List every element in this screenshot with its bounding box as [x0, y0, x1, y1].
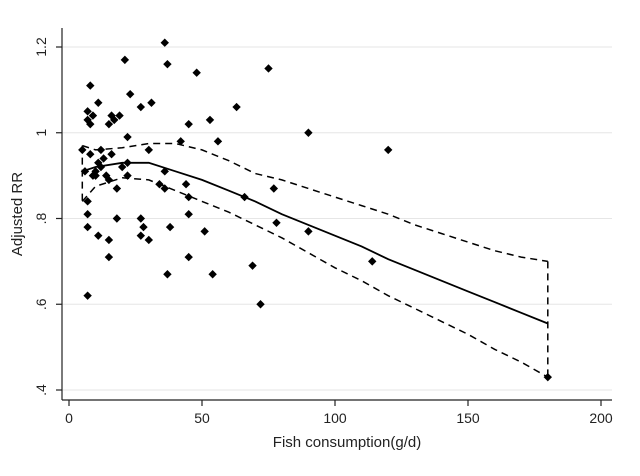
chart-confidence-bands	[81, 142, 549, 378]
data-point	[120, 55, 130, 65]
data-point	[123, 171, 132, 180]
x-tick-label: 200	[589, 410, 613, 426]
chart-fit-lines	[82, 161, 549, 325]
data-point	[80, 167, 90, 176]
data-point	[144, 145, 153, 155]
data-point	[99, 154, 108, 163]
data-point	[184, 210, 193, 219]
data-point	[83, 222, 92, 232]
y-tick-label: 1	[33, 129, 49, 137]
data-point	[110, 115, 119, 125]
data-point	[384, 145, 393, 155]
data-point	[176, 137, 185, 146]
x-tick-label: 0	[65, 410, 73, 426]
data-point	[368, 257, 377, 266]
data-point	[112, 184, 122, 193]
data-point	[184, 192, 193, 202]
data-point	[83, 291, 92, 300]
data-point	[83, 115, 92, 125]
data-point	[163, 270, 172, 279]
data-point	[205, 115, 215, 125]
y-axis-title: Adjusted RR	[9, 172, 26, 256]
y-axis-ticks: .4 .6 .8 1 1.2	[33, 37, 62, 396]
data-point	[123, 132, 132, 142]
data-point	[184, 252, 193, 262]
data-point	[112, 214, 122, 223]
data-point	[160, 38, 169, 47]
data-point	[200, 227, 209, 236]
data-point	[88, 111, 98, 120]
data-point	[107, 111, 116, 120]
x-axis-title: Fish consumption(g/d)	[273, 434, 421, 451]
data-point	[192, 68, 201, 77]
data-point	[543, 372, 552, 382]
data-point	[83, 197, 92, 206]
data-point	[104, 119, 114, 129]
chart-points	[78, 38, 552, 382]
data-point	[86, 119, 95, 129]
x-tick-label: 50	[194, 410, 210, 426]
y-tick-label: .8	[33, 212, 49, 224]
data-point	[136, 214, 146, 223]
data-point	[184, 119, 193, 129]
data-point	[256, 300, 265, 309]
data-point	[304, 227, 313, 236]
y-tick-label: .4	[33, 384, 49, 396]
data-point	[91, 167, 100, 176]
data-point	[232, 102, 241, 112]
chart-gridlines	[62, 46, 612, 391]
data-point	[96, 145, 106, 155]
data-point	[264, 64, 273, 73]
data-point	[104, 235, 114, 245]
data-point	[208, 270, 217, 279]
data-point	[96, 162, 106, 172]
data-point	[83, 210, 92, 219]
y-tick-label: 1.2	[33, 37, 49, 57]
data-point	[83, 107, 92, 116]
data-point	[240, 192, 249, 202]
data-point	[269, 184, 279, 193]
data-point	[136, 231, 146, 240]
data-point	[91, 171, 100, 180]
x-tick-label: 150	[456, 410, 480, 426]
data-point	[86, 149, 95, 159]
data-point	[86, 81, 95, 90]
y-tick-label: .6	[33, 298, 49, 310]
data-point	[94, 231, 103, 240]
data-point	[155, 180, 164, 189]
data-point	[123, 158, 132, 167]
data-point	[147, 98, 156, 107]
data-point	[181, 180, 191, 189]
x-axis-ticks: 0 50 100 150 200	[65, 400, 613, 426]
data-point	[163, 59, 172, 69]
data-point	[104, 252, 114, 262]
data-point	[160, 167, 169, 176]
fitted-line	[82, 161, 549, 325]
data-point	[102, 171, 111, 180]
data-point	[118, 162, 127, 172]
data-point	[304, 128, 313, 137]
data-point	[78, 145, 87, 155]
data-point	[94, 98, 103, 107]
data-point	[104, 175, 114, 185]
data-point	[144, 235, 153, 245]
data-point	[248, 261, 257, 270]
confidence-bound-line	[81, 177, 549, 378]
confidence-bound-line	[82, 142, 548, 263]
data-point	[125, 89, 135, 99]
data-point	[136, 102, 146, 112]
x-tick-label: 100	[323, 410, 347, 426]
chart-axes	[61, 28, 612, 401]
data-point	[107, 149, 116, 159]
data-point	[115, 111, 124, 120]
data-point	[139, 222, 148, 232]
data-point	[160, 184, 169, 193]
data-point	[272, 218, 281, 227]
data-point	[213, 137, 223, 146]
data-point	[165, 222, 175, 232]
